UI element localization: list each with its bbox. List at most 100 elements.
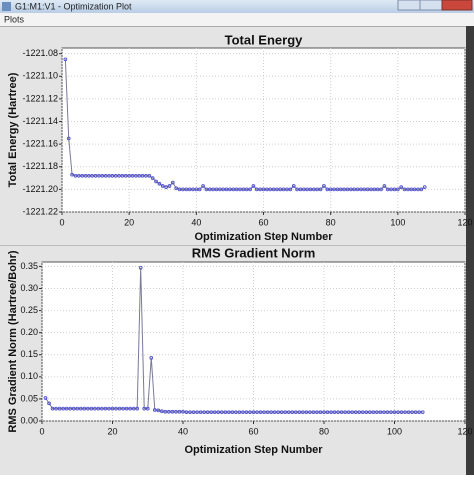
data-point xyxy=(410,410,414,415)
data-point xyxy=(191,410,196,415)
data-point xyxy=(70,172,74,177)
data-point xyxy=(293,410,298,415)
separator xyxy=(0,245,466,246)
data-point xyxy=(164,185,168,189)
data-point xyxy=(150,176,155,180)
data-point xyxy=(76,173,81,178)
data-point xyxy=(262,410,266,415)
data-point xyxy=(305,187,310,192)
data-point xyxy=(149,355,154,360)
y-tick-label: 0.30 xyxy=(20,283,38,293)
data-point xyxy=(73,173,78,178)
data-point xyxy=(420,410,425,415)
x-tick-label: 60 xyxy=(258,217,268,227)
data-point xyxy=(64,406,69,411)
data-point xyxy=(93,173,98,178)
data-point xyxy=(134,173,138,178)
data-point xyxy=(167,184,172,188)
data-point xyxy=(154,179,158,184)
data-point xyxy=(254,187,259,192)
minimize-button[interactable] xyxy=(397,0,421,11)
data-point xyxy=(375,410,379,415)
data-point xyxy=(198,410,203,415)
data-point xyxy=(342,187,346,192)
data-point xyxy=(311,410,316,415)
data-point xyxy=(197,187,202,192)
y-tick-label: 0.00 xyxy=(20,415,38,425)
data-point xyxy=(83,173,88,178)
chart-title: Total Energy xyxy=(225,32,304,47)
data-point xyxy=(140,173,145,178)
data-point xyxy=(269,410,273,415)
data-point xyxy=(120,173,125,178)
y-tick-label: -1221.10 xyxy=(22,71,58,81)
data-point xyxy=(181,409,185,414)
menu-item[interactable]: Plots xyxy=(4,14,25,24)
data-point xyxy=(234,410,238,415)
data-point xyxy=(399,410,404,415)
y-tick-label: 0.10 xyxy=(20,371,38,381)
data-point xyxy=(187,187,192,192)
data-point xyxy=(422,185,427,189)
data-point xyxy=(107,173,111,178)
data-point xyxy=(392,410,397,415)
data-point xyxy=(372,187,377,192)
data-point xyxy=(97,173,101,178)
data-point xyxy=(61,406,65,411)
data-point xyxy=(278,187,283,192)
data-point xyxy=(364,410,369,415)
data-point xyxy=(417,410,422,415)
data-point xyxy=(272,410,277,415)
data-point xyxy=(290,410,295,415)
title-bar xyxy=(0,0,474,13)
data-point xyxy=(138,265,143,270)
x-tick-label: 0 xyxy=(39,426,44,436)
data-point xyxy=(188,410,192,415)
data-point xyxy=(375,187,380,192)
data-point xyxy=(362,187,367,192)
data-point xyxy=(403,410,407,415)
data-point xyxy=(145,406,150,411)
data-point xyxy=(251,184,256,188)
data-point xyxy=(157,181,162,186)
data-point xyxy=(396,410,400,415)
data-point xyxy=(357,410,362,415)
x-tick-label: 80 xyxy=(319,426,329,436)
data-point xyxy=(359,187,363,192)
data-point xyxy=(258,410,263,415)
data-point xyxy=(217,187,222,192)
data-point xyxy=(389,187,393,192)
data-point xyxy=(131,406,136,411)
data-point xyxy=(177,187,182,192)
close-button[interactable] xyxy=(441,0,473,11)
data-point xyxy=(54,406,58,411)
data-point xyxy=(318,410,323,415)
data-point xyxy=(209,410,214,415)
y-tick-label: -1221.16 xyxy=(22,139,58,149)
data-point xyxy=(195,410,199,415)
data-point xyxy=(147,173,152,178)
data-point xyxy=(221,187,226,192)
x-tick-label: 0 xyxy=(59,217,64,227)
data-point xyxy=(355,187,360,192)
data-point xyxy=(346,410,351,415)
x-axis-label: Optimization Step Number xyxy=(194,231,333,243)
x-tick-label: 120 xyxy=(457,217,472,227)
y-tick-label: 0.35 xyxy=(20,261,38,271)
data-point xyxy=(163,409,168,414)
data-point xyxy=(353,410,358,415)
data-point xyxy=(219,410,224,415)
data-point xyxy=(329,410,333,415)
data-point xyxy=(385,187,390,192)
maximize-button[interactable] xyxy=(419,0,443,11)
x-tick-label: 40 xyxy=(178,426,188,436)
data-point xyxy=(103,173,108,178)
data-point xyxy=(216,410,221,415)
y-axis-label: RMS Gradient Norm (Hartree/Bohr) xyxy=(7,250,19,432)
chart-title: RMS Gradient Norm xyxy=(192,245,316,260)
data-point xyxy=(308,187,313,192)
data-point xyxy=(204,187,209,192)
data-point xyxy=(75,406,80,411)
data-point xyxy=(121,406,125,411)
